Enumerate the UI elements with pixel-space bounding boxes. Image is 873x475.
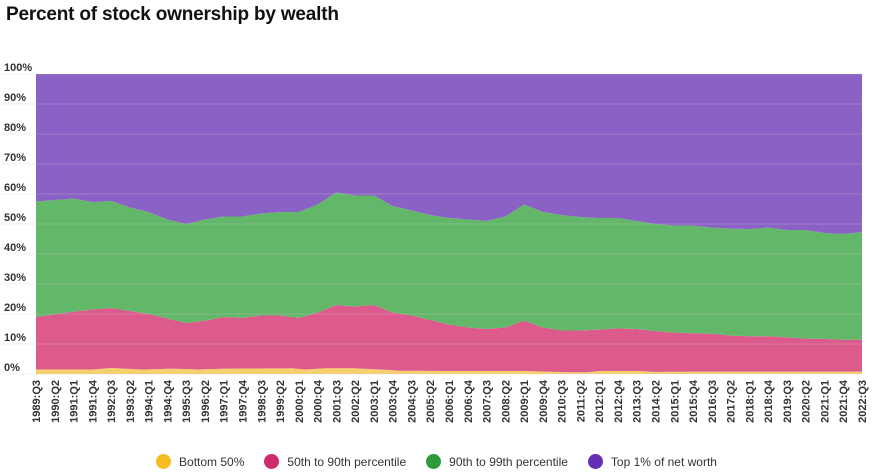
x-tick-label: 2016:Q3 bbox=[707, 380, 719, 423]
y-tick-label: 10% bbox=[4, 332, 26, 344]
chart-title: Percent of stock ownership by wealth bbox=[6, 4, 339, 25]
x-tick-label: 2006:Q1 bbox=[444, 380, 456, 423]
x-tick-label: 2004:Q3 bbox=[406, 380, 418, 423]
x-tick-label: 1994:Q1 bbox=[144, 380, 156, 423]
legend: Bottom 50% 50th to 90th percentile 90th to… bbox=[0, 454, 873, 469]
x-tick-label: 2005:Q2 bbox=[425, 380, 437, 423]
y-axis-ticks: 0% 10% 20% 30% 40% 50% 60% 70% 80% 90% 100% bbox=[4, 62, 32, 374]
x-tick-label: 2009:Q1 bbox=[519, 380, 531, 423]
x-tick-label: 1994:Q4 bbox=[162, 379, 174, 423]
legend-swatch bbox=[587, 454, 603, 469]
y-tick-label: 40% bbox=[4, 242, 26, 254]
x-tick-label: 2002:Q2 bbox=[350, 380, 362, 423]
stacked-area-chart: 0% 10% 20% 30% 40% 50% 60% 70% 80% 90% 100% 1989:Q… bbox=[0, 62, 869, 423]
legend-label: 50th to 90th percentile bbox=[287, 454, 407, 469]
area-layers bbox=[36, 74, 862, 374]
x-tick-label: 2015:Q4 bbox=[688, 379, 700, 423]
x-tick-label: 2000:Q4 bbox=[313, 379, 325, 423]
x-tick-label: 2015:Q1 bbox=[669, 380, 681, 423]
x-tick-label: 2018:Q4 bbox=[763, 379, 775, 423]
x-tick-label: 1996:Q2 bbox=[200, 380, 212, 423]
x-tick-label: 2012:Q1 bbox=[594, 380, 606, 423]
y-tick-label: 30% bbox=[4, 272, 26, 284]
x-tick-label: 2013:Q3 bbox=[632, 380, 644, 423]
legend-label: Bottom 50% bbox=[179, 454, 245, 469]
legend-label: 90th to 99th percentile bbox=[449, 454, 568, 469]
x-tick-label: 1997:Q1 bbox=[219, 380, 231, 423]
x-tick-label: 2010:Q3 bbox=[557, 380, 569, 423]
x-tick-label: 1997:Q4 bbox=[238, 379, 250, 423]
y-tick-label: 70% bbox=[4, 152, 26, 164]
gridlines bbox=[0, 73, 862, 375]
legend-label: Top 1% of net worth bbox=[610, 454, 717, 469]
legend-item-bottom: Bottom 50% bbox=[156, 454, 244, 469]
x-tick-label: 1990:Q2 bbox=[50, 380, 62, 423]
x-tick-label: 2014:Q2 bbox=[651, 380, 663, 423]
x-tick-label: 2012:Q4 bbox=[613, 379, 625, 423]
area-b90_99 bbox=[36, 192, 862, 340]
x-tick-label: 1995:Q3 bbox=[181, 380, 193, 423]
x-tick-label: 2001:Q3 bbox=[331, 380, 343, 423]
x-tick-label: 1999:Q2 bbox=[275, 380, 287, 423]
x-tick-label: 2009:Q4 bbox=[538, 379, 550, 423]
y-tick-label: 90% bbox=[4, 92, 26, 104]
x-tick-label: 2019:Q3 bbox=[782, 380, 794, 423]
x-tick-label: 1991:Q1 bbox=[69, 380, 81, 423]
x-tick-label: 2007:Q3 bbox=[482, 380, 494, 423]
x-tick-label: 1998:Q3 bbox=[256, 380, 268, 423]
x-tick-label: 1993:Q2 bbox=[125, 380, 137, 423]
x-tick-label: 2017:Q2 bbox=[726, 380, 738, 423]
legend-item-b50_90: 50th to 90th percentile bbox=[264, 454, 406, 469]
legend-swatch bbox=[156, 454, 172, 469]
y-tick-label: 0% bbox=[4, 362, 20, 374]
area-b50_90 bbox=[36, 305, 862, 373]
legend-item-b90_99: 90th to 99th percentile bbox=[426, 454, 568, 469]
x-tick-label: 2011:Q2 bbox=[575, 380, 587, 422]
legend-swatch bbox=[426, 454, 442, 469]
x-tick-label: 2018:Q1 bbox=[744, 380, 756, 423]
y-tick-label: 20% bbox=[4, 302, 26, 314]
x-tick-label: 2020:Q2 bbox=[801, 380, 813, 423]
x-tick-label: 2006:Q4 bbox=[463, 379, 475, 423]
x-tick-label: 2003:Q1 bbox=[369, 380, 381, 423]
x-tick-label: 2021:Q4 bbox=[838, 379, 850, 423]
x-tick-label: 1992:Q3 bbox=[106, 380, 118, 423]
x-tick-label: 1989:Q3 bbox=[31, 380, 43, 423]
x-tick-label: 2021:Q1 bbox=[819, 380, 831, 423]
area-top bbox=[36, 74, 862, 234]
y-tick-label: 100% bbox=[4, 62, 32, 74]
x-axis-ticks: 1989:Q3 1990:Q2 1991:Q1 1991:Q4 1992:Q3 1993:… bbox=[31, 379, 869, 423]
x-tick-label: 2003:Q4 bbox=[388, 379, 400, 423]
x-tick-label: 1991:Q4 bbox=[87, 379, 99, 423]
x-tick-label: 2000:Q1 bbox=[294, 380, 306, 423]
legend-item-top: Top 1% of net worth bbox=[587, 454, 717, 469]
x-tick-label: 2022:Q3 bbox=[857, 380, 869, 423]
legend-swatch bbox=[264, 454, 280, 469]
y-tick-label: 50% bbox=[4, 212, 26, 224]
x-tick-label: 2008:Q2 bbox=[500, 380, 512, 423]
y-tick-label: 60% bbox=[4, 182, 26, 194]
y-tick-label: 80% bbox=[4, 122, 26, 134]
